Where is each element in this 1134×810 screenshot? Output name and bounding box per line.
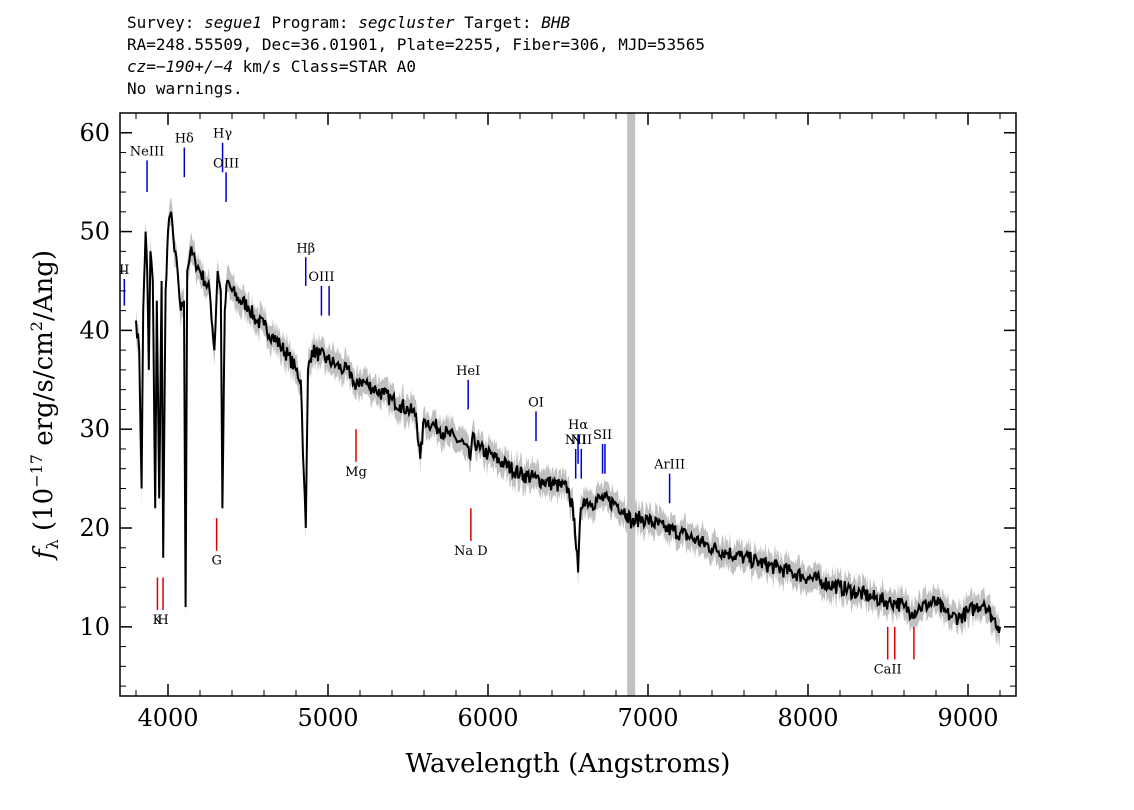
y-tick-label: 10 <box>79 613 110 641</box>
target-label: Target: <box>454 13 542 32</box>
program-value: segcluster <box>358 13 455 32</box>
emission-line-label: NII <box>570 433 592 448</box>
emission-line-label: Hα <box>568 418 588 433</box>
emission-line-label: OIII <box>308 270 334 285</box>
ticks-layer: 4000 5000 6000 7000 8000 9000 10 20 30 40 50 60 <box>79 112 1016 732</box>
x-tick-label: 9000 <box>937 704 998 732</box>
header-line-survey: Survey: segue1 Program: segcluster Targe… <box>127 12 705 34</box>
x-axis-label: Wavelength (Angstroms) <box>406 749 731 779</box>
absorption-line-label: K <box>153 613 163 628</box>
cz-value: cz=−190+/−4 <box>127 57 233 76</box>
emission-line-label: OI <box>528 395 544 410</box>
spectrum-line <box>135 211 1001 633</box>
emission-line-label: NII <box>565 433 587 448</box>
emission-line-label: Hβ <box>296 241 315 256</box>
emission-line-label: NeIII <box>130 144 164 159</box>
spectrum-header: Survey: segue1 Program: segcluster Targe… <box>127 12 705 100</box>
absorption-line-label: CaII <box>874 662 902 677</box>
y-tick-label: 20 <box>79 514 110 542</box>
header-line-coords: RA=248.55509, Dec=36.01901, Plate=2255, … <box>127 35 705 54</box>
plot-frame <box>119 112 1017 697</box>
emission-line-label: SII <box>593 428 612 443</box>
target-value: BHB <box>541 13 571 32</box>
y-tick-label: 40 <box>79 316 110 344</box>
x-tick-label: 5000 <box>297 704 358 732</box>
absorption-line-label: Mg <box>345 465 367 480</box>
absorption-line-label: Na D <box>454 544 488 559</box>
absorption-line-label: G <box>211 554 221 569</box>
emission-line-label: ArIII <box>653 458 685 473</box>
x-tick-label: 6000 <box>457 704 518 732</box>
emission-line-label: Hγ <box>213 127 232 142</box>
header-line-redshift: cz=−190+/−4 km/s Class=STAR A0 <box>127 56 705 78</box>
x-tick-label: 7000 <box>617 704 678 732</box>
x-tick-label: 8000 <box>777 704 838 732</box>
emission-line-label: OIII <box>213 156 239 171</box>
header-line-warnings: No warnings. <box>127 79 243 98</box>
y-tick-label: 30 <box>79 415 110 443</box>
y-tick-label: 50 <box>79 218 110 246</box>
survey-label: Survey: <box>127 13 205 32</box>
emission-line-label: Hδ <box>175 132 194 147</box>
survey-value: segue1 <box>204 13 262 32</box>
program-label: Program: <box>261 13 359 32</box>
emission-line-label: II <box>119 263 129 278</box>
telluric-band <box>627 113 636 696</box>
absorption-line-label: H <box>157 613 168 628</box>
class-value: km/s Class=STAR A0 <box>232 57 416 76</box>
y-axis-label: fλ (10−17 erg/s/cm2/Ang) <box>27 250 62 561</box>
y-tick-label: 60 <box>79 119 110 147</box>
emission-line-label: HeI <box>456 364 480 379</box>
x-tick-label: 4000 <box>137 704 198 732</box>
